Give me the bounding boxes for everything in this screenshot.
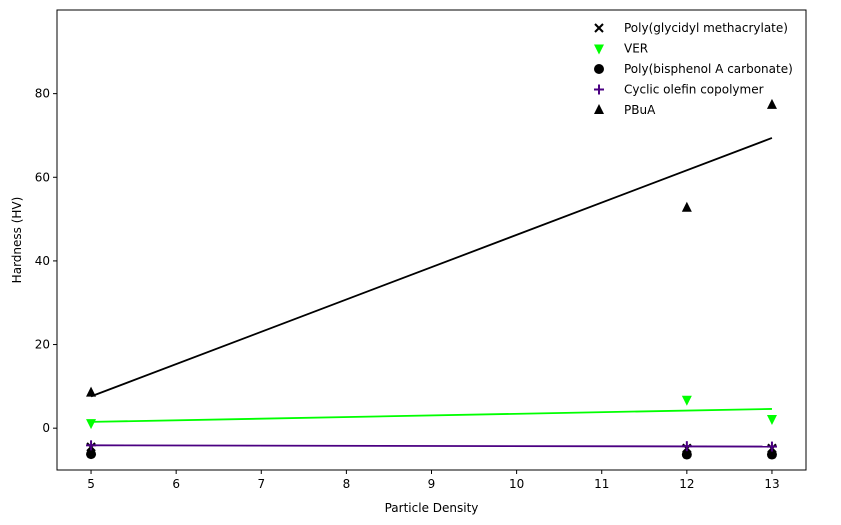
data-point xyxy=(681,201,692,212)
legend: Poly(glycidyl methacrylate) VER Poly(bisph… xyxy=(594,21,793,117)
x-tick-label: 7 xyxy=(257,477,265,491)
legend-marker xyxy=(594,84,604,95)
legend-label: Poly(bisphenol A carbonate) xyxy=(624,62,793,76)
y-tick-label: 80 xyxy=(35,87,50,101)
data-point xyxy=(86,419,97,430)
data-point xyxy=(681,395,692,406)
trend-lines xyxy=(90,137,773,448)
y-tick-label: 20 xyxy=(35,338,50,352)
x-tick-label: 13 xyxy=(764,477,779,491)
data-point xyxy=(766,449,777,460)
x-tick-label: 8 xyxy=(343,477,351,491)
plot-frame xyxy=(56,9,807,471)
legend-label: VER xyxy=(624,42,648,56)
data-points xyxy=(86,98,777,460)
data-point xyxy=(86,440,97,451)
legend-label: Poly(glycidyl methacrylate) xyxy=(624,21,788,35)
y-tick-label: 40 xyxy=(35,254,50,268)
data-point xyxy=(766,441,777,452)
legend-marker xyxy=(594,104,604,114)
y-tick-label: 60 xyxy=(35,170,50,184)
legend-marker xyxy=(594,23,604,33)
data-point xyxy=(681,441,692,452)
legend-label: PBuA xyxy=(624,103,656,117)
x-tick-label: 9 xyxy=(428,477,436,491)
trend-line xyxy=(90,137,773,398)
x-axis-label: Particle Density xyxy=(385,501,479,515)
x-tick-label: 6 xyxy=(172,477,180,491)
x-tick-label: 12 xyxy=(679,477,694,491)
data-point xyxy=(766,98,777,109)
data-point xyxy=(86,386,97,397)
trend-line xyxy=(91,444,772,448)
data-point xyxy=(766,414,777,425)
trend-line xyxy=(91,408,772,423)
data-point xyxy=(86,449,97,460)
legend-marker xyxy=(594,64,604,74)
axis-ticks: 5 6 7 8 9 10 11 12 13 0 20 40 60 80 xyxy=(35,87,780,491)
legend-label: Cyclic olefin copolymer xyxy=(624,83,764,97)
x-tick-label: 5 xyxy=(87,477,95,491)
x-tick-label: 10 xyxy=(509,477,524,491)
legend-marker xyxy=(594,44,604,55)
y-axis-label: Hardness (HV) xyxy=(10,197,24,284)
x-tick-label: 11 xyxy=(594,477,609,491)
y-tick-label: 0 xyxy=(42,421,50,435)
data-point xyxy=(681,449,692,460)
